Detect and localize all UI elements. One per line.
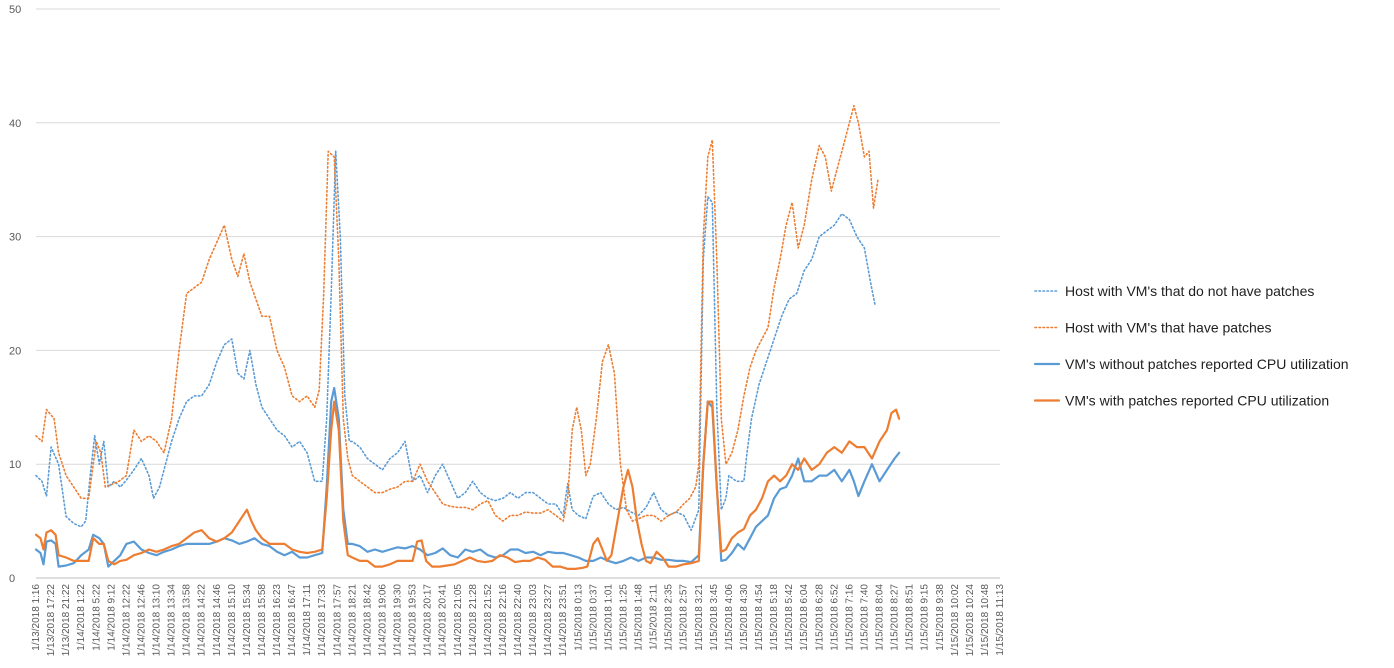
x-tick-label: 1/14/2018 15:10: [227, 584, 238, 657]
x-tick-label: 1/13/2018 17:22: [46, 584, 57, 657]
x-tick-label: 1/15/2018 9:15: [920, 584, 931, 651]
x-tick-label: 1/15/2018 0:37: [588, 584, 599, 651]
x-tick-label: 1/14/2018 13:34: [167, 584, 178, 657]
x-tick-label: 1/14/2018 12:46: [136, 584, 147, 657]
x-tick-label: 1/15/2018 2:11: [649, 584, 660, 650]
y-axis-tick-labels: 0 10 20 30 40 50: [9, 4, 21, 585]
x-tick-label: 1/13/2018 21:22: [61, 584, 72, 657]
x-tick-label: 1/14/2018 21:28: [468, 584, 479, 657]
x-tick-label: 1/15/2018 7:16: [844, 584, 855, 651]
legend: Host with VM's that do not have patches H…: [1033, 283, 1349, 409]
x-tick-label: 1/14/2018 5:22: [91, 584, 102, 651]
x-tick-label: 1/14/2018 22:16: [498, 584, 509, 657]
x-tick-label: 1/15/2018 8:27: [890, 584, 901, 651]
legend-label: VM's without patches reported CPU utiliz…: [1065, 356, 1349, 372]
x-tick-label: 1/14/2018 15:34: [242, 584, 253, 657]
x-tick-label: 1/14/2018 16:47: [287, 584, 298, 657]
x-tick-label: 1/15/2018 3:45: [709, 584, 720, 651]
x-tick-label: 1/14/2018 19:06: [377, 584, 388, 657]
legend-label: Host with VM's that have patches: [1065, 320, 1272, 336]
x-tick-label: 1/14/2018 21:05: [453, 584, 464, 657]
x-tick-label: 1/15/2018 4:30: [739, 584, 750, 651]
x-tick-label: 1/15/2018 10:48: [980, 584, 991, 657]
x-tick-label: 1/15/2018 1:01: [603, 584, 614, 651]
x-tick-label: 1/14/2018 23:51: [558, 584, 569, 657]
x-tick-label: 1/14/2018 14:46: [212, 584, 223, 657]
x-tick-label: 1/14/2018 18:42: [362, 584, 373, 657]
x-tick-label: 1/15/2018 4:54: [754, 584, 765, 651]
x-tick-label: 1/15/2018 6:52: [829, 584, 840, 651]
y-tick-label: 50: [9, 4, 21, 16]
series-line: [35, 104, 879, 522]
x-tick-label: 1/14/2018 21:52: [483, 584, 494, 657]
x-tick-label: 1/15/2018 8:51: [905, 584, 916, 651]
series-line: [34, 400, 901, 570]
x-tick-label: 1/14/2018 20:17: [423, 584, 434, 657]
x-tick-label: 1/15/2018 11:13: [995, 584, 1006, 656]
x-tick-label: 1/15/2018 4:06: [724, 584, 735, 651]
x-tick-label: 1/14/2018 20:41: [438, 584, 449, 657]
x-tick-label: 1/14/2018 12:22: [121, 584, 132, 657]
x-tick-label: 1/15/2018 10:02: [950, 584, 961, 657]
y-tick-label: 0: [9, 573, 15, 585]
x-tick-label: 1/15/2018 5:42: [784, 584, 795, 651]
y-tick-label: 10: [9, 459, 21, 471]
x-tick-label: 1/15/2018 5:18: [769, 584, 780, 651]
gridlines: [36, 8, 1000, 465]
x-tick-label: 1/14/2018 1:22: [76, 584, 87, 651]
legend-label: VM's with patches reported CPU utilizati…: [1065, 393, 1329, 409]
x-tick-label: 1/14/2018 13:10: [152, 584, 163, 657]
x-tick-label: 1/15/2018 3:21: [694, 584, 705, 651]
x-tick-label: 1/14/2018 23:03: [528, 584, 539, 657]
x-tick-label: 1/14/2018 15:58: [257, 584, 268, 657]
x-tick-label: 1/15/2018 8:04: [875, 584, 886, 651]
x-tick-label: 1/15/2018 6:04: [799, 584, 810, 651]
x-tick-label: 1/14/2018 18:21: [347, 584, 358, 657]
x-tick-label: 1/14/2018 19:53: [408, 584, 419, 657]
x-tick-label: 1/14/2018 22:40: [513, 584, 524, 657]
x-tick-label: 1/14/2018 17:57: [332, 584, 343, 657]
series-line: [35, 150, 876, 531]
y-tick-label: 20: [9, 345, 21, 357]
x-tick-label: 1/15/2018 6:28: [814, 584, 825, 651]
legend-label: Host with VM's that do not have patches: [1065, 283, 1314, 299]
x-tick-label: 1/14/2018 13:58: [182, 584, 193, 657]
x-tick-label: 1/15/2018 9:38: [935, 584, 946, 651]
x-tick-label: 1/14/2018 19:30: [393, 584, 404, 657]
x-tick-label: 1/15/2018 10:24: [965, 584, 976, 657]
x-tick-label: 1/14/2018 14:22: [197, 584, 208, 657]
y-tick-label: 30: [9, 232, 21, 244]
x-tick-label: 1/14/2018 17:33: [317, 584, 328, 657]
x-tick-label: 1/15/2018 1:25: [618, 584, 629, 651]
x-tick-label: 1/15/2018 7:40: [859, 584, 870, 651]
x-tick-label: 1/14/2018 9:12: [106, 584, 117, 651]
x-tick-label: 1/14/2018 23:27: [543, 584, 554, 657]
x-tick-label: 1/15/2018 2:57: [679, 584, 690, 651]
x-axis-tick-labels: 1/13/2018 1:16 1/13/2018 17:22 1/13/2018 2…: [31, 584, 1006, 657]
x-tick-label: 1/14/2018 17:11: [302, 584, 313, 656]
y-tick-label: 40: [9, 118, 21, 130]
x-tick-label: 1/15/2018 2:35: [664, 584, 675, 651]
series-layer: [34, 104, 901, 570]
x-tick-label: 1/14/2018 16:23: [272, 584, 283, 657]
series-line: [34, 386, 901, 568]
x-tick-label: 1/15/2018 1:48: [634, 584, 645, 651]
x-tick-label: 1/15/2018 0:13: [573, 584, 584, 651]
x-tick-label: 1/13/2018 1:16: [31, 584, 42, 651]
